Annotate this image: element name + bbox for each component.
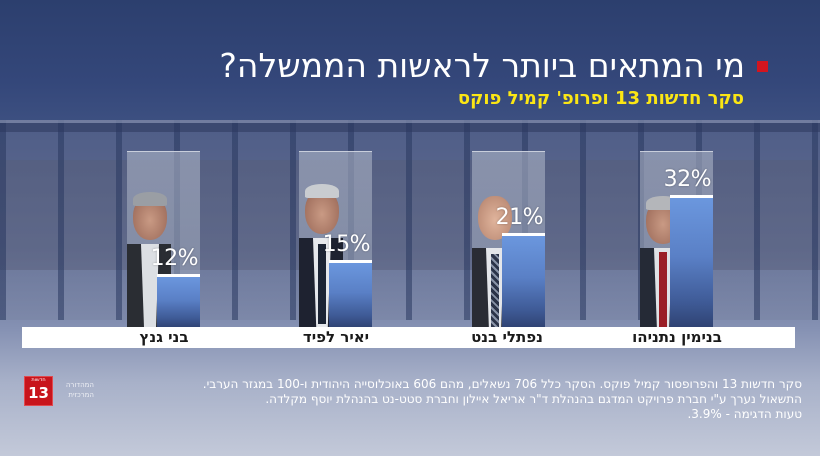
title-bullet-icon xyxy=(757,60,768,72)
bar-lapid xyxy=(329,260,372,328)
page-title: מי המתאים ביותר לראשות הממשלה? xyxy=(219,46,768,86)
category-label-bennett: נפתלי בנט xyxy=(471,328,543,346)
category-label-lapid: יאיר לפיד xyxy=(302,328,370,346)
footnote-line-3: טעות הדגימה - 3.9%. xyxy=(687,407,802,421)
logo-caption-line-2: המרכזית xyxy=(68,391,94,399)
bar-bennett xyxy=(502,233,545,328)
logo-caption: המהדורה המרכזית xyxy=(58,380,94,400)
footnote-line-2: התשאול נערך ע"י חברת פרויקט המדגם בהנהלת… xyxy=(265,392,802,406)
value-label-gantz: 12% xyxy=(150,246,199,271)
title-text: מי המתאים ביותר לראשות הממשלה? xyxy=(219,46,745,85)
value-label-bennett: 21% xyxy=(495,205,544,230)
category-label-band xyxy=(22,327,795,348)
channel-13-logo: חדשות 13 xyxy=(24,376,53,406)
bar-column-bennett: 21% xyxy=(472,151,545,328)
category-label-netanyahu: בנימין נתניהו xyxy=(632,328,722,346)
bar-gantz xyxy=(157,274,200,328)
survey-footnote: סקר חדשות 13 והפרופסור קמיל פוקס. הסקר כ… xyxy=(112,377,802,422)
background-roofline xyxy=(0,120,820,123)
bar-netanyahu xyxy=(670,195,713,328)
bar-column-gantz: 12% xyxy=(127,151,200,328)
bar-column-netanyahu: 32% xyxy=(640,151,713,328)
value-label-netanyahu: 32% xyxy=(663,167,712,192)
bar-column-lapid: 15% xyxy=(299,151,372,328)
category-label-gantz: בני גנץ xyxy=(139,328,189,346)
logo-top-text: חדשות xyxy=(31,377,46,383)
footnote-line-1: סקר חדשות 13 והפרופסור קמיל פוקס. הסקר כ… xyxy=(202,377,802,391)
logo-caption-line-1: המהדורה xyxy=(65,381,94,389)
page-subtitle: סקר חדשות 13 ופרופ' קמיל פוקס xyxy=(457,88,744,109)
value-label-lapid: 15% xyxy=(322,232,371,257)
logo-number: 13 xyxy=(28,384,49,402)
header: מי המתאים ביותר לראשות הממשלה? סקר חדשות… xyxy=(219,46,768,109)
portrait-lapid xyxy=(299,182,343,328)
